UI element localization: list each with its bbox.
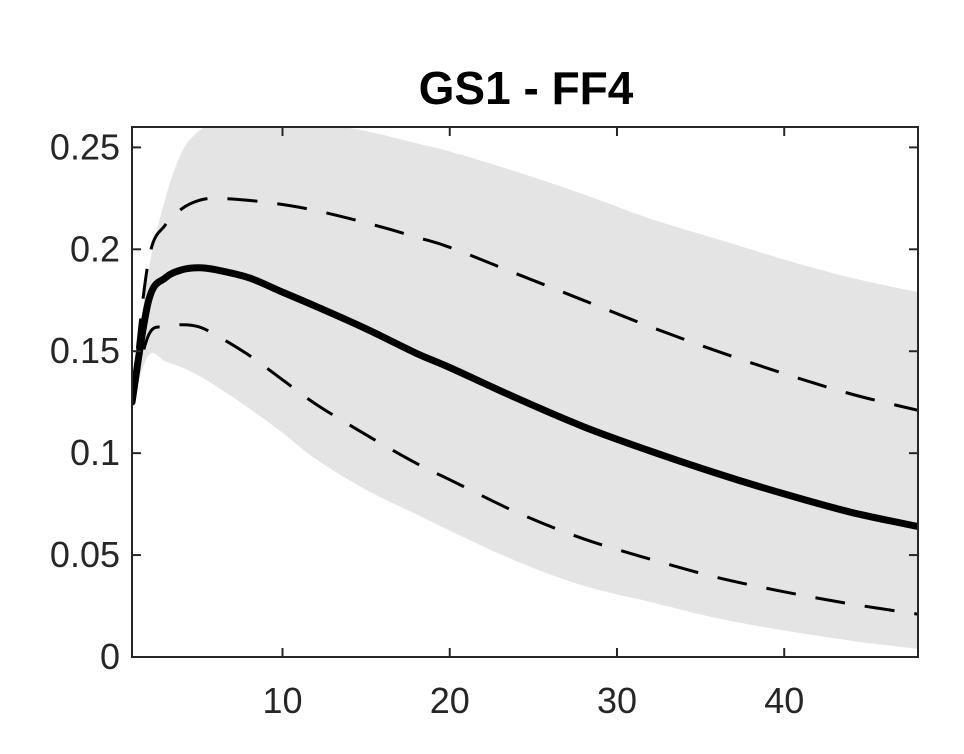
x-tick-label: 30 (597, 680, 637, 721)
chart-title: GS1 - FF4 (419, 62, 634, 114)
y-tick-label: 0 (100, 636, 120, 677)
dashed-line-1 (132, 196, 918, 412)
y-tick-label: 0.1 (70, 432, 120, 473)
dashed-line-2 (132, 323, 918, 616)
solid-line-0 (132, 264, 918, 530)
x-tick-label: 40 (764, 680, 804, 721)
x-tick-label: 10 (262, 680, 302, 721)
axes-box (131, 126, 919, 658)
y-tick-label: 0.2 (70, 228, 120, 269)
x-tick-label: 20 (430, 680, 470, 721)
plot-area: 0 0.05 0.1 0.15 0.2 0.25 10 20 30 40 (50, 126, 919, 721)
y-tick-label: 0.15 (50, 330, 120, 371)
y-tick-label: 0.05 (50, 534, 120, 575)
y-tick-label: 0.25 (50, 126, 120, 167)
confidence-band (132, 127, 918, 649)
